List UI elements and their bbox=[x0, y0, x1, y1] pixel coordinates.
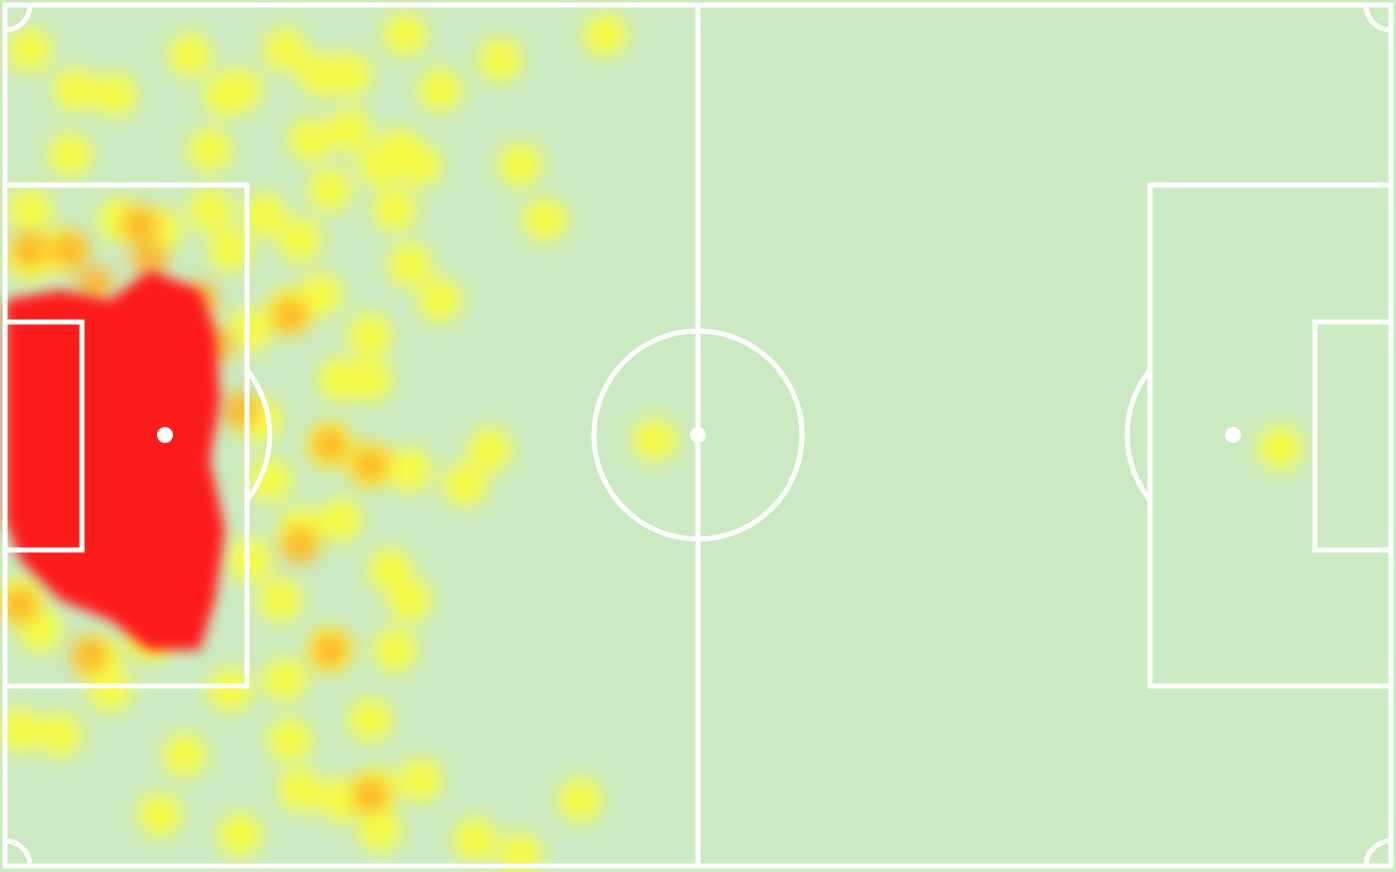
heat-spot bbox=[558, 778, 602, 822]
heat-spot bbox=[248, 458, 292, 502]
heat-spot bbox=[72, 637, 108, 673]
heat-spot bbox=[138, 793, 182, 837]
heat-spot bbox=[318, 778, 362, 822]
heat-spot bbox=[398, 758, 442, 802]
heat-spot bbox=[122, 207, 158, 243]
heat-spot bbox=[208, 668, 252, 712]
heat-spot bbox=[132, 242, 168, 278]
heat-spot bbox=[352, 777, 388, 813]
heat-spot bbox=[478, 38, 522, 82]
heat-spot bbox=[163, 733, 207, 777]
heat-spot bbox=[583, 13, 627, 57]
heat-spot bbox=[263, 658, 307, 702]
heat-core bbox=[5, 270, 225, 650]
heat-spot bbox=[228, 308, 272, 352]
corner-arc bbox=[1363, 838, 1392, 867]
heat-spot bbox=[373, 628, 417, 672]
left-arc bbox=[245, 368, 273, 502]
heat-spot bbox=[328, 53, 372, 97]
heat-spot bbox=[243, 193, 287, 237]
heat-spot bbox=[168, 33, 212, 77]
heat-spot bbox=[383, 13, 427, 57]
heat-spot bbox=[498, 833, 542, 872]
heat-spot bbox=[272, 297, 308, 333]
heat-spot bbox=[52, 232, 88, 268]
heat-spot bbox=[388, 578, 432, 622]
center-spot bbox=[690, 427, 706, 443]
heat-spot bbox=[228, 538, 272, 582]
heat-spot bbox=[633, 418, 677, 462]
right-goal-box bbox=[1312, 319, 1394, 553]
heat-spot bbox=[2, 587, 38, 623]
heat-spot bbox=[282, 527, 318, 563]
heat-spot bbox=[348, 698, 392, 742]
heat-spot bbox=[258, 578, 302, 622]
heat-spot bbox=[218, 813, 262, 857]
corner-arc bbox=[1363, 4, 1392, 33]
heat-spot bbox=[318, 498, 362, 542]
heat-spot bbox=[218, 68, 262, 112]
corner-arc bbox=[4, 4, 33, 33]
heat-spot bbox=[418, 278, 462, 322]
heat-mid bbox=[2, 207, 388, 813]
heat-spot bbox=[38, 713, 82, 757]
heat-spot bbox=[523, 198, 567, 242]
heat-spot bbox=[1258, 426, 1302, 470]
heat-spot bbox=[93, 73, 137, 117]
right-penalty-spot bbox=[1225, 427, 1241, 443]
left-goal-box bbox=[2, 319, 85, 553]
heat-spot bbox=[388, 448, 432, 492]
heat-spot bbox=[77, 267, 113, 303]
heat-spot bbox=[188, 128, 232, 172]
heat-spot bbox=[308, 168, 352, 212]
heatmap bbox=[0, 13, 1302, 872]
heat-spot bbox=[188, 188, 232, 232]
right-arc bbox=[1124, 368, 1152, 502]
heat-spot bbox=[222, 392, 258, 428]
heat-high bbox=[5, 270, 225, 650]
heat-spot bbox=[0, 708, 42, 752]
heat-spot bbox=[288, 118, 332, 162]
heat-spot bbox=[263, 28, 307, 72]
heat-spot bbox=[278, 218, 322, 262]
heat-spot bbox=[12, 232, 48, 268]
heat-spot bbox=[348, 313, 392, 357]
center-circle bbox=[591, 328, 805, 542]
heat-spot bbox=[468, 428, 512, 472]
heat-spot bbox=[208, 228, 252, 272]
heat-spot bbox=[498, 143, 542, 187]
heat-spot bbox=[53, 68, 97, 112]
heat-spot bbox=[358, 808, 402, 852]
heat-spot bbox=[48, 133, 92, 177]
heat-spot bbox=[298, 273, 342, 317]
heat-spot bbox=[348, 358, 392, 402]
heat-spot bbox=[373, 188, 417, 232]
heat-spot bbox=[453, 818, 497, 862]
left-penalty-spot bbox=[157, 427, 173, 443]
heat-spot bbox=[312, 427, 348, 463]
heat-spot bbox=[358, 143, 402, 187]
heat-spot bbox=[268, 718, 312, 762]
heat-spot bbox=[278, 768, 322, 812]
heat-spot bbox=[443, 463, 487, 507]
heat-spot bbox=[352, 447, 388, 483]
corner-arc bbox=[4, 838, 33, 867]
heat-spot bbox=[328, 108, 372, 152]
heat-spot bbox=[398, 143, 442, 187]
heat-spot bbox=[388, 243, 432, 287]
heat-spot bbox=[418, 68, 462, 112]
heat-spot bbox=[8, 188, 52, 232]
heat-spot bbox=[8, 28, 52, 72]
heat-spot bbox=[312, 632, 348, 668]
